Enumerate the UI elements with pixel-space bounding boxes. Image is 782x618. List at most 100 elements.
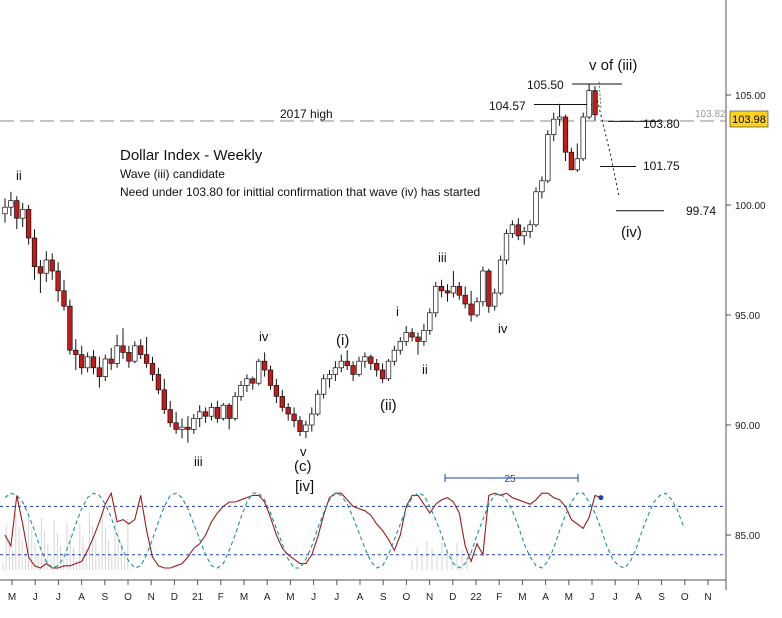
candle-body (438, 286, 445, 292)
cycle-projection-line (4, 492, 685, 569)
x-tick-label: J (590, 592, 595, 603)
candle-body (208, 407, 215, 417)
x-tick-label: M (240, 592, 248, 603)
level-label-104-57: 104.57 (489, 99, 526, 113)
x-tick-label: A (542, 592, 549, 603)
candle-body (31, 237, 38, 267)
candle-body (84, 356, 91, 369)
level-label-101-75: 101.75 (643, 159, 680, 173)
candle-body (509, 224, 516, 234)
candle-body (486, 270, 492, 307)
candle-body (580, 116, 586, 160)
x-tick-label: O (681, 592, 689, 603)
candle-body (450, 286, 457, 294)
y-tick-label: 100.00 (735, 201, 766, 212)
candle-body (492, 292, 498, 307)
candle-body (14, 200, 20, 219)
wave-label-v: v (300, 444, 307, 459)
candle-body (179, 426, 185, 430)
wave-label-i: i (396, 304, 399, 319)
candle-body (556, 116, 563, 120)
candle-body (267, 369, 274, 386)
y-tick-label: 95.00 (735, 311, 760, 322)
candle-body (102, 358, 108, 377)
wave-label-iii-minor: iii (438, 250, 447, 265)
candle-body (202, 411, 209, 417)
x-tick-label: S (380, 592, 387, 603)
x-tick-label: A (635, 592, 642, 603)
x-tick-label: A (78, 592, 85, 603)
x-tick-label: 22 (470, 592, 482, 603)
candle-body (379, 369, 386, 380)
level-label-2017-high: 2017 high (280, 107, 333, 121)
chart-note: Need under 103.80 for inittial confirmat… (120, 185, 480, 199)
x-tick-label: M (565, 592, 573, 603)
candle-body (462, 294, 468, 305)
y-tick-label: 85.00 (735, 531, 760, 542)
candle-body (480, 270, 486, 303)
candle-body (433, 286, 439, 314)
candle-body (191, 418, 197, 430)
candle-body (197, 411, 203, 419)
level-label-103-80: 103.80 (643, 117, 680, 131)
candle-body (297, 420, 303, 432)
candle-body (55, 270, 61, 292)
x-tick-label: J (56, 592, 61, 603)
candle-body (73, 349, 79, 355)
candle-body (61, 290, 67, 307)
x-tick-label: M (8, 592, 16, 603)
x-tick-label: D (449, 592, 456, 603)
candle-body (96, 367, 103, 377)
candle-body (368, 356, 374, 364)
candle-body (362, 356, 368, 362)
candle-body (138, 345, 144, 355)
candle-body (114, 345, 120, 364)
candle-body (256, 360, 262, 384)
last-price-badge (729, 110, 769, 128)
candle-body (37, 266, 44, 274)
x-tick-label: 21 (192, 592, 204, 603)
candle-body (468, 303, 474, 316)
candle-body (539, 180, 545, 193)
candle-body (67, 305, 73, 351)
x-tick-label: N (426, 592, 433, 603)
x-tick-label: N (148, 592, 155, 603)
candle-body (90, 356, 97, 369)
candle-body (120, 345, 126, 353)
level-label-99-74: 99.74 (686, 204, 716, 218)
candle-body (315, 393, 321, 415)
x-tick-label: M (518, 592, 526, 603)
candle-body (132, 345, 138, 362)
candle-body (20, 209, 26, 219)
candle-body (527, 224, 533, 232)
candle-body (497, 259, 504, 294)
candle-body (309, 413, 315, 426)
candle-body (592, 90, 598, 116)
y-tick-label: 105.00 (735, 91, 766, 102)
wave-label-ii: ii (16, 168, 22, 183)
x-tick-label: A (264, 592, 271, 603)
candle-body (232, 396, 238, 419)
candle-body (551, 118, 557, 135)
candle-body (521, 231, 527, 237)
candle-body (456, 286, 462, 296)
x-tick-label: J (613, 592, 618, 603)
projection-marker (598, 81, 602, 109)
candle-body (214, 407, 221, 419)
y-tick-label: 90.00 (735, 421, 760, 432)
x-tick-label: F (496, 592, 502, 603)
cycle-length-label: 25 (504, 474, 516, 485)
oscillator-panel (0, 474, 726, 570)
x-tick-label: N (704, 592, 711, 603)
x-tick-label: S (658, 592, 665, 603)
last-price-label: 103.98 (732, 114, 766, 126)
candle-body (161, 389, 167, 410)
chart-subtitle: Wave (iii) candidate (120, 167, 225, 181)
candle-body (143, 354, 150, 364)
candle-body (8, 200, 14, 208)
candle-body (185, 426, 191, 430)
x-tick-label: S (101, 592, 108, 603)
candle-body (2, 206, 8, 215)
